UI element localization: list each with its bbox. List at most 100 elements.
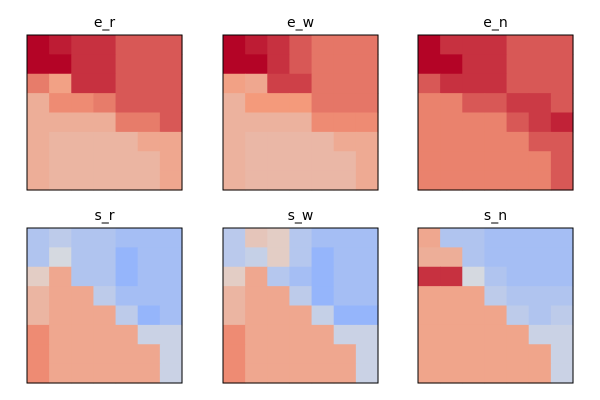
heatmap-cell <box>550 170 574 191</box>
heatmap-cell <box>71 54 95 75</box>
heatmap-cell <box>418 266 441 287</box>
heatmap-cell <box>223 305 246 326</box>
heatmap-cell <box>223 54 246 75</box>
heatmap-cell <box>49 131 72 152</box>
heatmap-cell <box>462 228 486 248</box>
heatmap-cell <box>137 131 161 152</box>
heatmap-cell <box>418 324 441 345</box>
heatmap-cell <box>462 363 486 384</box>
heatmap-cell <box>462 170 486 191</box>
heatmap-cell <box>115 247 139 268</box>
heatmap-cell <box>245 151 268 172</box>
heatmap-cell <box>506 93 530 114</box>
heatmap-cell <box>27 266 50 287</box>
heatmap-cell <box>418 54 441 75</box>
heatmap-cell <box>311 170 335 191</box>
heatmap-cell <box>223 35 246 55</box>
heatmap-panel-s-w: s_w <box>222 208 379 384</box>
heatmap-cell <box>484 344 508 365</box>
heatmap-cell <box>267 286 291 307</box>
heatmap-cell <box>115 363 139 384</box>
heatmap-cell <box>159 266 183 287</box>
heatmap-cell <box>223 247 246 268</box>
heatmap-cell <box>93 35 117 55</box>
heatmap-cell <box>484 228 508 248</box>
heatmap-cell <box>223 93 246 114</box>
heatmap-cell <box>440 266 463 287</box>
heatmap-cell <box>71 344 95 365</box>
heatmap-cell <box>245 363 268 384</box>
heatmap-cell <box>289 363 313 384</box>
heatmap-cell <box>418 363 441 384</box>
heatmap-cell <box>27 73 50 94</box>
heatmap-cell <box>528 266 552 287</box>
panel-title: e_r <box>94 15 116 31</box>
heatmap-cell <box>115 286 139 307</box>
heatmap-cell <box>223 131 246 152</box>
heatmap-cell <box>115 112 139 133</box>
heatmap-cell <box>355 151 379 172</box>
heatmap-cell <box>27 151 50 172</box>
heatmap-cell <box>333 35 357 55</box>
heatmap-cell <box>289 131 313 152</box>
heatmap-cell <box>71 228 95 248</box>
heatmap-cell <box>159 54 183 75</box>
heatmap-cell <box>506 73 530 94</box>
heatmap-cell <box>115 324 139 345</box>
heatmap-cell <box>550 344 574 365</box>
heatmap-cell <box>289 286 313 307</box>
heatmap-cell <box>71 93 95 114</box>
heatmap-cell <box>289 344 313 365</box>
heatmap-panel-s-r: s_r <box>26 208 183 384</box>
heatmap-cell <box>49 228 72 248</box>
heatmap-cell <box>115 266 139 287</box>
heatmap-cell <box>93 305 117 326</box>
heatmap-cell <box>333 266 357 287</box>
heatmap-cell <box>528 73 552 94</box>
heatmap-cell <box>137 93 161 114</box>
heatmap-cell <box>550 286 574 307</box>
heatmap-cell <box>462 73 486 94</box>
heatmap-cell <box>49 266 72 287</box>
heatmap-cell <box>267 35 291 55</box>
heatmap-cell <box>137 73 161 94</box>
heatmap-cell <box>289 54 313 75</box>
heatmap-cell <box>71 35 95 55</box>
panel-frame <box>222 227 379 384</box>
heatmap-cell <box>93 286 117 307</box>
heatmap-cell <box>267 112 291 133</box>
heatmap-cell <box>311 286 335 307</box>
heatmap-cell <box>93 324 117 345</box>
heatmap-cell <box>267 170 291 191</box>
heatmap-cell <box>462 266 486 287</box>
heatmap-cell <box>93 151 117 172</box>
heatmap-cell <box>506 170 530 191</box>
heatmap-cell <box>462 151 486 172</box>
heatmap-cell <box>93 73 117 94</box>
heatmap-cell <box>462 305 486 326</box>
heatmap-cell <box>462 112 486 133</box>
heatmap-cell <box>49 344 72 365</box>
heatmap-cell <box>245 228 268 248</box>
panel-title: s_n <box>484 208 507 224</box>
heatmap-cell <box>289 305 313 326</box>
heatmap-cell <box>223 266 246 287</box>
heatmap-cell <box>418 131 441 152</box>
heatmap-cell <box>289 266 313 287</box>
panel-frame <box>417 34 574 191</box>
heatmap-cell <box>355 286 379 307</box>
heatmap-cell <box>49 112 72 133</box>
heatmap-cell <box>93 266 117 287</box>
heatmap-cell <box>355 131 379 152</box>
panel-frame <box>26 34 183 191</box>
heatmap-cell <box>418 35 441 55</box>
heatmap-cell <box>71 73 95 94</box>
heatmap-cell <box>440 324 463 345</box>
heatmap-cell <box>418 247 441 268</box>
heatmap-cell <box>71 305 95 326</box>
heatmap-cell <box>462 286 486 307</box>
heatmap-cell <box>27 324 50 345</box>
heatmap-cell <box>506 151 530 172</box>
heatmap-cell <box>550 73 574 94</box>
